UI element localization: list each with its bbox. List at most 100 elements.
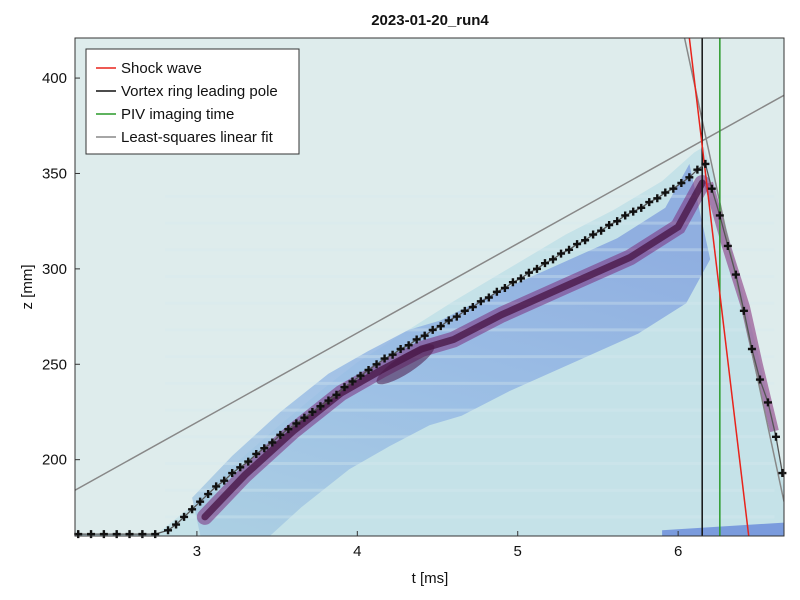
vortex-point <box>589 230 598 239</box>
vortex-point <box>637 203 646 212</box>
heatmap-mid-band <box>192 163 711 536</box>
legend-label-vortex-ring: Vortex ring leading pole <box>121 83 278 100</box>
chart-title: 2023-01-20_run4 <box>371 12 489 29</box>
vortex-point <box>332 390 341 399</box>
vortex-point <box>739 306 748 315</box>
vortex-point <box>613 217 622 226</box>
vortex-point <box>244 457 253 466</box>
shock-wave-line <box>688 38 750 536</box>
y-tick-label: 300 <box>42 261 67 278</box>
fit-line-0 <box>75 94 784 491</box>
vortex-point <box>212 482 221 491</box>
markers-layer <box>74 159 787 539</box>
vortex-point <box>476 297 485 306</box>
vortex-point <box>252 449 261 458</box>
vortex-point <box>715 211 724 220</box>
vortex-point <box>380 354 389 363</box>
vortex-point <box>138 530 147 539</box>
vortex-point <box>112 530 121 539</box>
heatmap-layer <box>75 146 784 536</box>
vortex-point <box>372 360 381 369</box>
vortex-point <box>412 335 421 344</box>
x-tick-label: 3 <box>193 543 201 560</box>
vortex-point <box>236 463 245 472</box>
y-tick-label: 400 <box>42 70 67 87</box>
vortex-point <box>348 377 357 386</box>
vortex-point <box>532 264 541 273</box>
vortex-point <box>460 306 469 315</box>
vortex-point <box>228 469 237 478</box>
vortex-point <box>180 512 189 521</box>
x-tick-label: 6 <box>674 543 682 560</box>
vortex-point <box>151 530 160 539</box>
heatmap-peak <box>376 344 435 385</box>
legend-box <box>85 48 300 155</box>
vortex-point <box>436 322 445 331</box>
y-tick-label: 250 <box>42 356 67 373</box>
vortex-point <box>444 316 453 325</box>
y-tick-label: 350 <box>42 165 67 182</box>
vortex-point <box>484 293 493 302</box>
vortex-point <box>677 179 686 188</box>
vortex-point <box>701 159 710 168</box>
x-tick-label: 4 <box>353 543 361 560</box>
vortex-point <box>284 425 293 434</box>
vortex-point <box>396 345 405 354</box>
vortex-point <box>260 444 269 453</box>
vortex-point <box>340 383 349 392</box>
vortex-point <box>356 371 365 380</box>
vortex-point <box>87 530 96 539</box>
vortex-point <box>492 287 501 296</box>
vortex-point <box>292 419 301 428</box>
vortex-point <box>276 430 285 439</box>
heatmap-ridge-core <box>201 179 706 521</box>
vortex-point <box>99 530 108 539</box>
vortex-point <box>268 438 277 447</box>
vortex-point <box>771 432 780 441</box>
x-tick-label: 5 <box>514 543 522 560</box>
vortex-point <box>653 194 662 203</box>
vortex-point <box>524 268 533 277</box>
vortex-point <box>573 240 582 249</box>
vortex-point <box>778 469 787 478</box>
vortex-point <box>731 270 740 279</box>
vortex-point <box>661 188 670 197</box>
vortex-point <box>516 274 525 283</box>
vortex-point <box>468 303 477 312</box>
vortex-point <box>645 198 654 207</box>
vortex-point <box>125 530 134 539</box>
vortex-point <box>404 341 413 350</box>
vortex-point <box>597 226 606 235</box>
vortex-point <box>685 173 694 182</box>
vortex-point <box>428 325 437 334</box>
vortex-point <box>605 220 614 229</box>
vortex-point <box>74 530 83 539</box>
vortex-point <box>220 476 229 485</box>
y-axis: 200 250 300 350 400 <box>42 70 80 469</box>
vortex-point <box>364 366 373 374</box>
vortex-point <box>508 278 517 287</box>
vortex-point <box>565 245 574 254</box>
vortex-point <box>549 255 558 264</box>
legend-label-linear-fit: Least-squares linear fit <box>121 129 274 146</box>
heatmap-bottom-band <box>662 522 784 536</box>
vortex-point <box>452 312 461 321</box>
vortex-point <box>420 331 429 340</box>
legend-label-shock-wave: Shock wave <box>121 60 202 77</box>
vortex-point <box>164 526 173 535</box>
legend-label-piv-imaging: PIV imaging time <box>121 106 234 123</box>
vortex-point <box>581 236 590 245</box>
x-axis: 3 4 5 6 <box>193 531 682 560</box>
vortex-point <box>557 249 566 258</box>
vortex-point <box>629 207 638 216</box>
y-axis-label: z [mm] <box>19 265 36 310</box>
vortex-point <box>324 396 333 405</box>
vortex-point <box>755 375 764 384</box>
vortex-point <box>707 184 716 193</box>
x-axis-label: t [ms] <box>412 570 449 587</box>
y-tick-label: 200 <box>42 452 67 469</box>
vortex-point <box>308 407 317 416</box>
vortex-point <box>188 505 197 514</box>
vortex-point <box>388 350 397 359</box>
vortex-point <box>316 402 325 411</box>
